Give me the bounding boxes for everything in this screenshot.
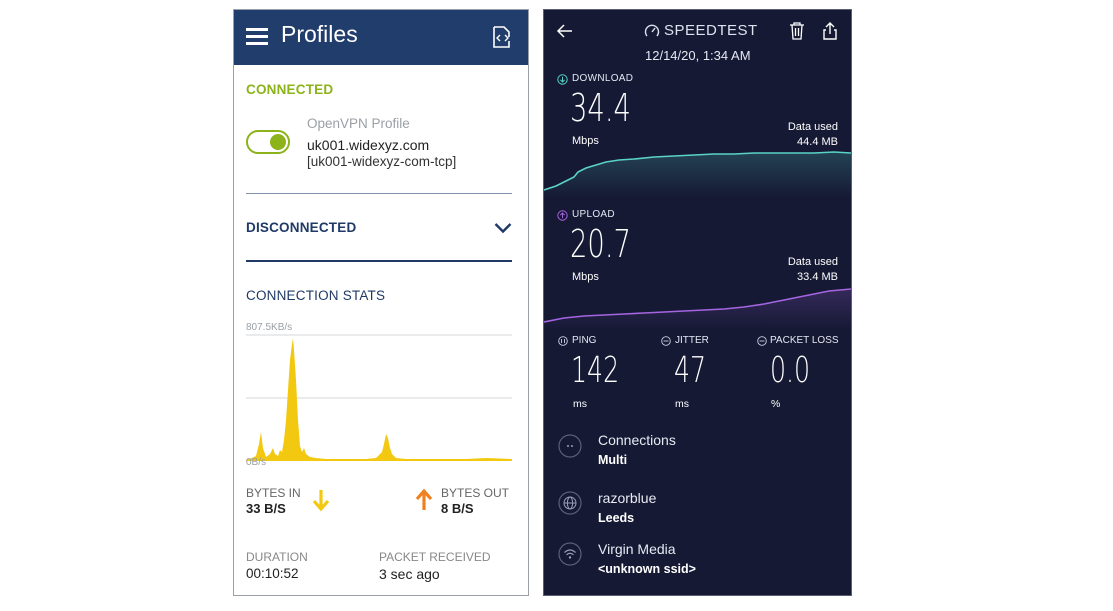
ping-label: PING xyxy=(572,335,597,346)
network-provider: Virgin Media xyxy=(598,541,676,557)
ping-unit: ms xyxy=(573,398,587,410)
server-name: razorblue xyxy=(598,490,657,506)
test-date: 12/14/20, 1:34 AM xyxy=(645,48,751,63)
toggle-knob xyxy=(270,134,286,150)
menu-icon[interactable] xyxy=(246,27,268,45)
packet-loss-icon xyxy=(757,336,767,346)
bytes-in-label: BYTES IN xyxy=(246,486,301,500)
download-graph-line xyxy=(544,151,851,191)
jitter-label: JITTER xyxy=(675,335,709,346)
profile-type: OpenVPN Profile xyxy=(307,116,410,131)
connected-section-label: CONNECTED xyxy=(246,82,334,97)
jitter-value: 47 xyxy=(674,350,707,391)
arrow-up-icon xyxy=(415,488,433,510)
import-profile-icon[interactable] xyxy=(490,24,514,50)
network-ssid: <unknown ssid> xyxy=(598,562,696,576)
speedtest-logo-icon xyxy=(644,24,660,37)
download-graph xyxy=(544,151,851,198)
globe-icon xyxy=(558,491,582,515)
duration-label: DURATION xyxy=(246,550,308,564)
download-value: 34.4 xyxy=(570,86,631,130)
disconnected-section-label[interactable]: DISCONNECTED xyxy=(246,220,357,235)
upload-data-used-value: 33.4 MB xyxy=(797,271,838,283)
traffic-area xyxy=(246,338,512,461)
back-icon[interactable] xyxy=(556,22,574,40)
packet-received-label: PACKET RECEIVED xyxy=(379,550,491,564)
traffic-graph xyxy=(246,334,512,461)
trash-icon[interactable] xyxy=(788,21,806,41)
bytes-out-value: 8 B/S xyxy=(441,501,474,516)
upload-graph-line xyxy=(544,288,851,323)
download-unit: Mbps xyxy=(572,135,599,147)
upload-graph-fill xyxy=(544,289,851,330)
upload-unit: Mbps xyxy=(572,271,599,283)
speedtest-result-screen: SPEEDTEST 12/14/20, 1:34 AM DOWNLOAD 34.… xyxy=(543,9,852,596)
packet-loss-value: 0.0 xyxy=(770,350,811,391)
ping-icon xyxy=(558,336,568,346)
graph-min-label: 0B/s xyxy=(246,457,267,468)
bytes-out-label: BYTES OUT xyxy=(441,486,510,500)
divider xyxy=(246,260,512,262)
app-header: Profiles xyxy=(234,10,528,65)
profile-host[interactable]: uk001.widexyz.com xyxy=(307,137,430,153)
download-data-used-label: Data used xyxy=(787,121,838,133)
upload-value: 20.7 xyxy=(570,222,631,266)
upload-label: UPLOAD xyxy=(572,209,615,220)
wifi-icon xyxy=(558,542,582,566)
download-graph-fill xyxy=(544,152,851,198)
jitter-unit: ms xyxy=(675,398,689,410)
arrow-down-icon xyxy=(312,490,330,512)
jitter-icon xyxy=(661,336,671,346)
openvpn-profiles-screen: Profiles CONNECTED OpenVPN Profile uk001… xyxy=(233,9,529,596)
packet-received-value: 3 sec ago xyxy=(379,566,440,582)
upload-data-used-label: Data used xyxy=(787,256,838,268)
packet-loss-unit: % xyxy=(771,398,781,410)
brand-name: SPEEDTEST xyxy=(664,22,758,39)
download-data-used-value: 44.4 MB xyxy=(797,136,838,148)
upload-icon xyxy=(557,210,568,221)
speedtest-brand: SPEEDTEST xyxy=(644,22,764,42)
chevron-down-icon[interactable] xyxy=(494,222,512,234)
packet-loss-label: PACKET LOSS xyxy=(770,335,839,346)
connections-value[interactable]: Multi xyxy=(598,453,628,467)
graph-max-label: 807.5KB/s xyxy=(246,322,293,333)
page-title: Profiles xyxy=(281,21,358,47)
bytes-in-value: 33 B/S xyxy=(246,501,286,516)
server-location[interactable]: Leeds xyxy=(598,511,635,525)
connection-stats-label: CONNECTION STATS xyxy=(246,288,386,303)
profile-connect-toggle[interactable] xyxy=(246,130,290,154)
share-icon[interactable] xyxy=(821,21,839,41)
profile-name[interactable]: [uk001-widexyz-com-tcp] xyxy=(307,154,457,169)
ping-value: 142 xyxy=(571,350,620,391)
upload-graph xyxy=(544,288,851,330)
duration-value: 00:10:52 xyxy=(246,566,299,581)
download-label: DOWNLOAD xyxy=(572,73,634,84)
divider xyxy=(246,193,512,194)
connections-label: Connections xyxy=(598,432,676,448)
connections-icon xyxy=(558,434,582,458)
download-icon xyxy=(557,74,568,85)
